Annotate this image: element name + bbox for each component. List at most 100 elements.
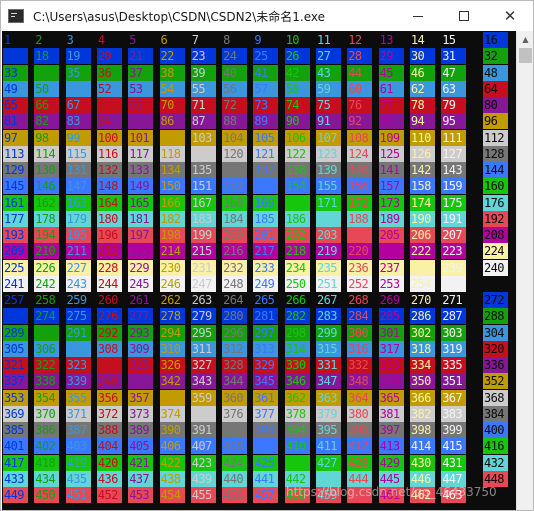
color-code-cell: 397 — [378, 422, 404, 438]
color-code-cell: 29 — [378, 48, 404, 65]
maximize-icon — [459, 11, 469, 21]
color-code-cell: 367 — [441, 389, 467, 406]
color-code-cell: 236 — [347, 259, 373, 276]
color-code-cell: 141 — [378, 162, 404, 178]
color-code-cell: 191 — [441, 210, 467, 227]
color-code-cell: 45 — [378, 64, 404, 81]
color-code-cell: 365 — [378, 389, 404, 406]
color-code-cell: 412 — [347, 438, 373, 455]
color-code-cell: 161 — [3, 194, 28, 211]
color-code-cell: 372 — [96, 405, 122, 422]
color-code-cell: 311 — [190, 340, 216, 357]
color-code-cell: 183 — [190, 210, 216, 227]
color-code-cell: 235 — [316, 259, 341, 276]
color-code-cell: 26 — [284, 48, 310, 65]
color-code-cell: 149 — [128, 178, 154, 195]
color-code-cell: 355 — [65, 389, 91, 406]
color-code-cell: 168 — [222, 194, 248, 211]
color-code-cell: 91 — [316, 113, 341, 130]
title-bar[interactable]: C:\Users\asus\Desktop\CSDN\CSDN2\未命名1.ex… — [1, 1, 533, 31]
color-code-cell: 207 — [441, 227, 467, 243]
color-code-cell: 49 — [3, 80, 28, 97]
color-code-cell: 277 — [128, 308, 154, 325]
scrollbar-thumb[interactable] — [519, 48, 532, 63]
color-code-cell: 292 — [96, 324, 122, 341]
color-code-cell: 371 — [65, 405, 91, 422]
color-code-cell: 212 — [96, 243, 122, 260]
color-code-cell: 127 — [441, 145, 467, 162]
color-code-cell: 65 — [3, 97, 28, 113]
color-code-cell: 210 — [34, 243, 60, 260]
color-code-cell: 267 — [316, 292, 341, 308]
color-code-cell: 354 — [34, 389, 60, 406]
color-code-cell: 152 — [222, 178, 248, 195]
color-code-cell: 71 — [190, 97, 216, 113]
color-code-cell: 44 — [347, 64, 373, 81]
color-code-cell: 128 — [483, 145, 508, 162]
color-code-cell: 265 — [253, 292, 279, 308]
color-code-cell: 105 — [253, 129, 279, 146]
color-code-cell: 122 — [284, 145, 310, 162]
color-code-cell: 40 — [222, 64, 248, 81]
color-code-cell: 379 — [316, 405, 341, 422]
maximize-button[interactable] — [441, 1, 487, 31]
color-code-cell: 410 — [284, 438, 310, 455]
color-code-cell: 119 — [190, 145, 216, 162]
color-code-cell: 381 — [378, 405, 404, 422]
color-code-cell: 281 — [253, 308, 279, 325]
color-code-cell: 305 — [3, 340, 28, 357]
color-code-cell: 22 — [159, 48, 185, 65]
color-code-cell: 80 — [483, 97, 508, 113]
color-code-cell: 259 — [65, 292, 91, 308]
color-code-cell: 219 — [316, 243, 341, 260]
color-code-cell: 70 — [159, 97, 185, 113]
color-code-cell: 233 — [253, 259, 279, 276]
color-code-cell: 66 — [34, 97, 60, 113]
color-code-cell: 439 — [190, 470, 216, 487]
scroll-up-arrow-icon[interactable]: ▲ — [522, 35, 529, 44]
color-code-cell: 377 — [253, 405, 279, 422]
color-code-cell: 8 — [222, 32, 248, 48]
color-code-cell: 188 — [347, 210, 373, 227]
color-code-cell: 389 — [128, 422, 154, 438]
color-code-cell: 396 — [347, 422, 373, 438]
close-button[interactable]: ✕ — [487, 1, 533, 31]
color-code-cell: 113 — [3, 145, 28, 162]
color-code-cell: 314 — [284, 340, 310, 357]
color-code-cell: 117 — [128, 145, 154, 162]
color-code-cell: 142 — [409, 162, 435, 178]
color-code-cell: 264 — [222, 292, 248, 308]
color-code-cell: 298 — [284, 324, 310, 341]
color-code-cell: 222 — [409, 243, 435, 260]
color-code-cell: 88 — [222, 113, 248, 130]
color-code-cell: 218 — [284, 243, 310, 260]
color-code-cell: 336 — [483, 357, 508, 373]
color-code-cell: 13 — [378, 32, 404, 48]
color-code-cell: 16 — [483, 32, 508, 48]
color-code-cell: 363 — [316, 389, 341, 406]
color-code-cell: 359 — [190, 389, 216, 406]
color-code-cell: 6 — [159, 32, 185, 48]
color-code-cell: 431 — [441, 454, 467, 471]
color-code-cell: 15 — [441, 32, 467, 48]
minimize-button[interactable] — [395, 1, 441, 31]
minimize-icon — [413, 15, 423, 17]
color-code-cell: 205 — [378, 227, 404, 243]
color-code-cell: 129 — [3, 162, 28, 178]
color-code-cell: 446 — [409, 470, 435, 487]
color-code-cell: 448 — [483, 470, 508, 487]
color-code-cell: 98 — [34, 129, 60, 146]
color-code-cell: 442 — [284, 470, 310, 487]
color-code-cell: 269 — [378, 292, 404, 308]
console-output[interactable]: 1 2 3 4 5 6 7 8 9 10 11 12 13 14 15 16 17 18 19 20 21 22 23 24 2… — [2, 31, 516, 510]
color-code-cell: 385 — [3, 422, 28, 438]
color-code-cell: 247 — [190, 275, 216, 292]
vertical-scrollbar[interactable]: ▲ — [516, 31, 533, 510]
color-code-cell: 206 — [409, 227, 435, 243]
color-code-cell: 57 — [253, 80, 279, 97]
color-code-cell: 312 — [222, 340, 248, 357]
color-code-cell: 189 — [378, 210, 404, 227]
color-code-cell: 108 — [347, 129, 373, 146]
color-code-cell: 2 — [34, 32, 60, 48]
color-code-cell: 133 — [128, 162, 154, 178]
